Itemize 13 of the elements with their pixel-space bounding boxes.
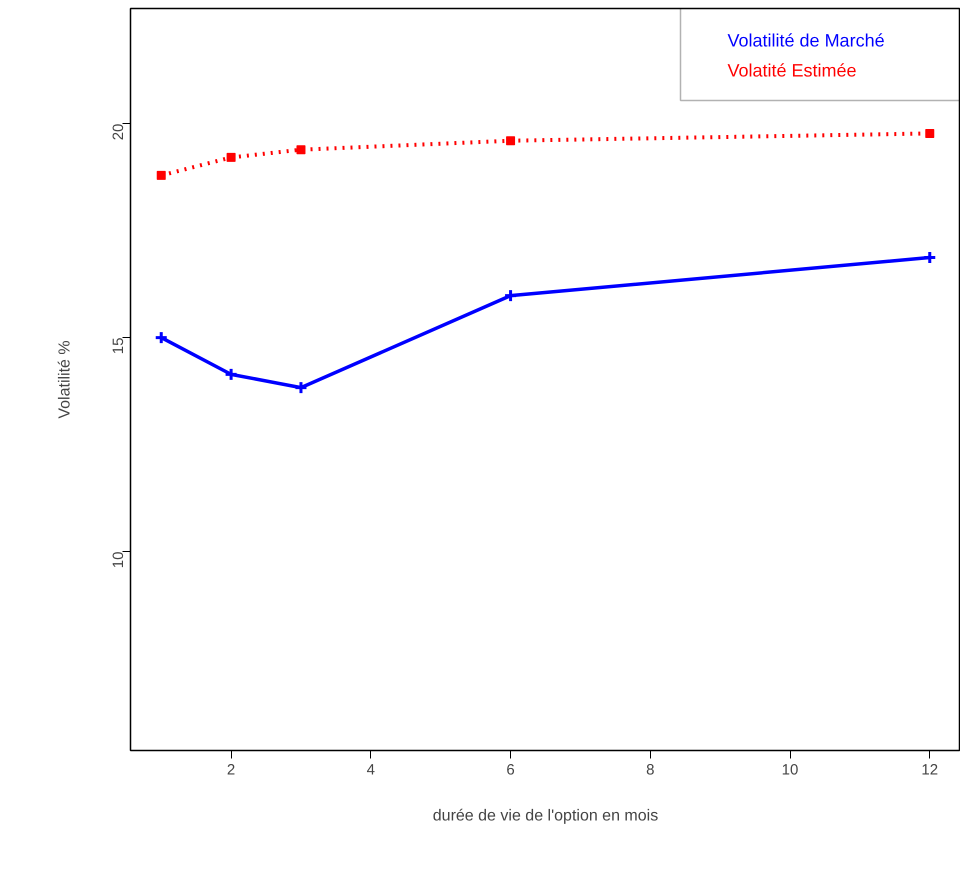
text: Volatilité de Marché (728, 30, 885, 50)
y-axis-title: Volatilité % (56, 340, 74, 419)
y-tick-label: 15 (110, 338, 127, 354)
x-tick-label: 12 (921, 762, 938, 778)
x-tick-label: 6 (506, 762, 515, 778)
x-tick-label: 2 (226, 762, 236, 778)
x-tick-label: 8 (646, 762, 654, 778)
text: Volatité Estimée (728, 60, 857, 80)
x-tick-label: 4 (366, 762, 376, 778)
x-tick-label: 10 (782, 762, 798, 778)
x-axis-title: durée de vie de l'option en mois (432, 808, 658, 824)
y-tick-label: 20 (110, 124, 127, 140)
y-tick-label: 10 (110, 552, 127, 568)
